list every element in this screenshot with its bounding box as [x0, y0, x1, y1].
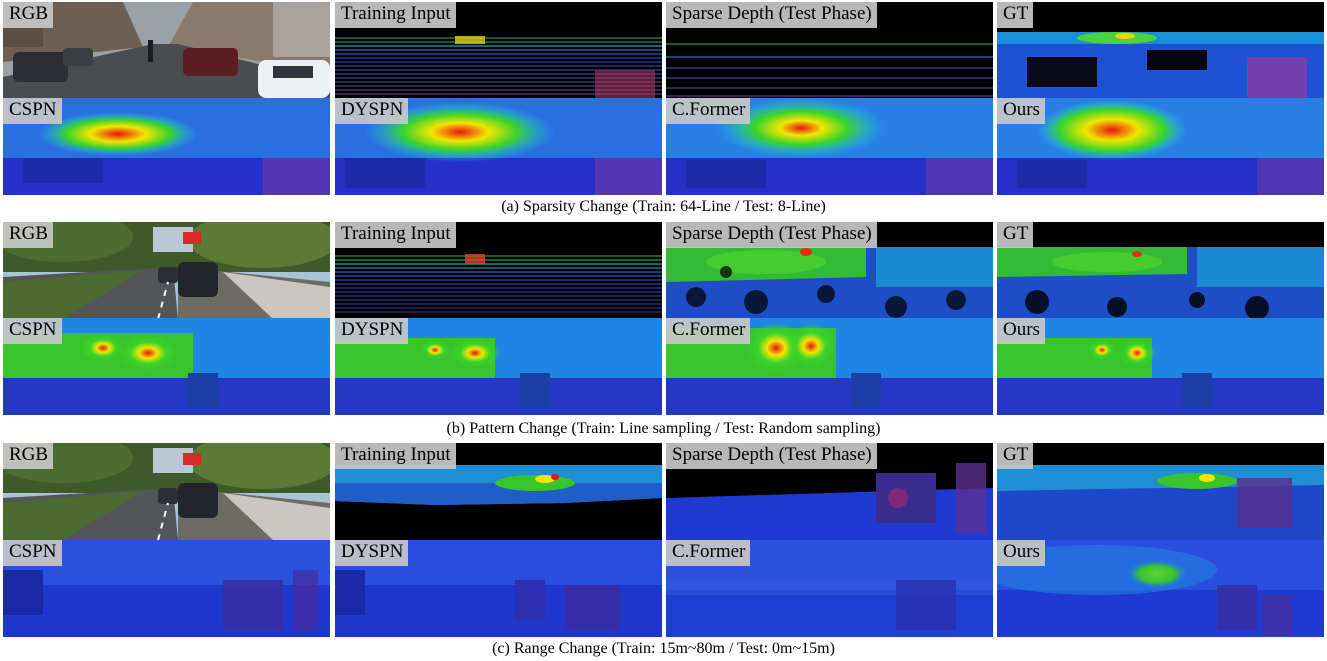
panel-label: DYSPN — [335, 98, 409, 124]
panel-training-input-a: Training Input — [335, 2, 662, 99]
panel-label: CSPN — [3, 318, 62, 344]
panel-ours-b: Ours — [997, 318, 1324, 415]
gt-image-a — [997, 2, 1324, 99]
training-input-image-b — [335, 222, 662, 319]
panel-rgb-a: RGB — [3, 2, 330, 99]
panel-label: CSPN — [3, 98, 62, 124]
caption-c: (c) Range Change (Train: 15m~80m / Test:… — [492, 640, 835, 657]
panel-cspn-b: CSPN — [3, 318, 330, 415]
panel-label: Training Input — [335, 443, 456, 469]
panel-rgb-b: RGB — [3, 222, 330, 319]
panel-sparse-depth-b: Sparse Depth (Test Phase) — [666, 222, 993, 319]
panel-sparse-depth-c: Sparse Depth (Test Phase) — [666, 443, 993, 540]
panel-training-input-c: Training Input — [335, 443, 662, 540]
panel-ours-a: Ours — [997, 98, 1324, 195]
panel-label: RGB — [3, 222, 54, 248]
panel-cspn-c: CSPN — [3, 540, 330, 637]
panel-label: Sparse Depth (Test Phase) — [666, 2, 877, 28]
caption-b: (b) Pattern Change (Train: Line sampling… — [446, 420, 881, 437]
cspn-image-a — [3, 98, 330, 195]
panel-cspn-a: CSPN — [3, 98, 330, 195]
panel-rgb-c: RGB — [3, 443, 330, 540]
panel-label: GT — [997, 222, 1034, 248]
panel-label: Sparse Depth (Test Phase) — [666, 222, 877, 248]
panel-label: Ours — [997, 318, 1045, 344]
panel-label: CSPN — [3, 540, 62, 566]
panel-label: Sparse Depth (Test Phase) — [666, 443, 877, 469]
rgb-image-a — [3, 2, 330, 99]
rgb-image-c — [3, 443, 330, 540]
panel-label: C.Former — [666, 98, 751, 124]
panel-label: RGB — [3, 2, 54, 28]
panel-cformer-c: C.Former — [666, 540, 993, 637]
ours-image-a — [997, 98, 1324, 195]
panel-dyspn-b: DYSPN — [335, 318, 662, 415]
panel-training-input-b: Training Input — [335, 222, 662, 319]
rgb-image-b — [3, 222, 330, 319]
caption-a: (a) Sparsity Change (Train: 64-Line / Te… — [501, 198, 826, 215]
panel-label: Training Input — [335, 2, 456, 28]
panel-label: Training Input — [335, 222, 456, 248]
panel-ours-c: Ours — [997, 540, 1324, 637]
panel-label: Ours — [997, 98, 1045, 124]
cformer-image-b — [666, 318, 993, 415]
cformer-image-a — [666, 98, 993, 195]
panel-label: Ours — [997, 540, 1045, 566]
panel-cformer-a: C.Former — [666, 98, 993, 195]
panel-label: DYSPN — [335, 318, 409, 344]
ours-image-c — [997, 540, 1324, 637]
panel-label: RGB — [3, 443, 54, 469]
panel-gt-b: GT — [997, 222, 1324, 319]
panel-label: GT — [997, 2, 1034, 28]
panel-dyspn-c: DYSPN — [335, 540, 662, 637]
panel-label: DYSPN — [335, 540, 409, 566]
ours-image-b — [997, 318, 1324, 415]
panel-cformer-b: C.Former — [666, 318, 993, 415]
panel-label: GT — [997, 443, 1034, 469]
panel-gt-c: GT — [997, 443, 1324, 540]
panel-sparse-depth-a: Sparse Depth (Test Phase) — [666, 2, 993, 99]
panel-label: C.Former — [666, 540, 751, 566]
gt-image-b — [997, 222, 1324, 319]
gt-image-c — [997, 443, 1324, 540]
panel-label: C.Former — [666, 318, 751, 344]
panel-dyspn-a: DYSPN — [335, 98, 662, 195]
panel-gt-a: GT — [997, 2, 1324, 99]
